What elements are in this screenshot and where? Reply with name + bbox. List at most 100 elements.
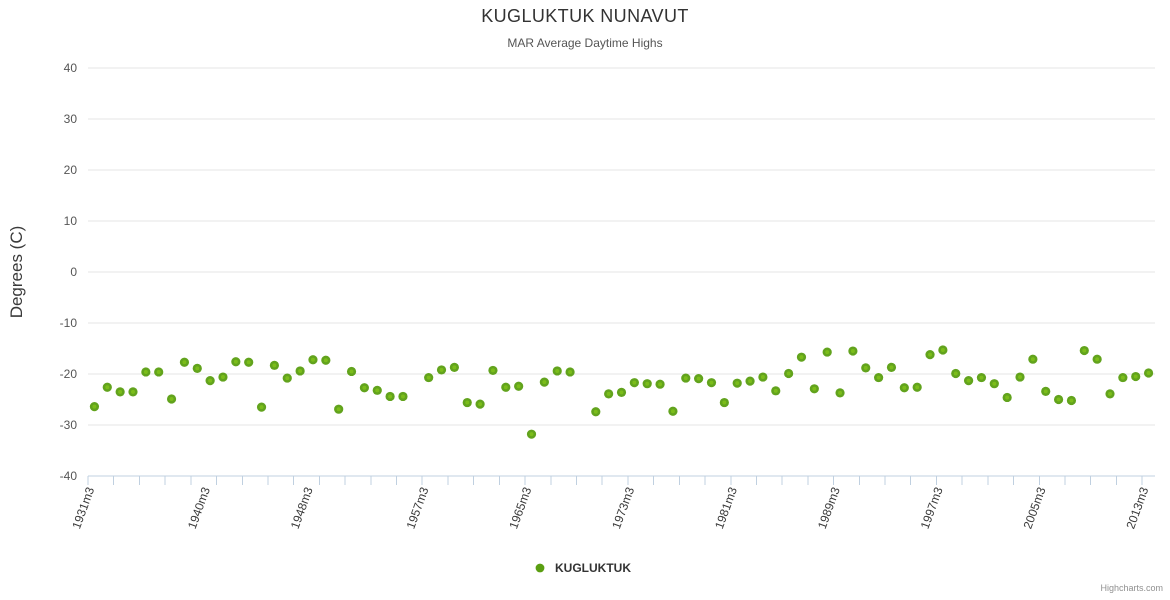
data-point-core bbox=[1043, 389, 1048, 394]
data-point-core bbox=[490, 368, 495, 373]
data-point-core bbox=[1120, 375, 1125, 380]
series-points-group[interactable] bbox=[89, 345, 1154, 439]
data-point-core bbox=[349, 369, 354, 374]
y-axis-tick-label: -20 bbox=[60, 367, 78, 381]
data-point-core bbox=[1005, 395, 1010, 400]
data-point-core bbox=[838, 390, 843, 395]
data-point-core bbox=[336, 407, 341, 412]
data-point-core bbox=[709, 380, 714, 385]
data-point-core bbox=[735, 381, 740, 386]
data-point-core bbox=[362, 385, 367, 390]
data-point-core bbox=[118, 389, 123, 394]
data-point-core bbox=[92, 404, 97, 409]
y-axis-tick-label: 30 bbox=[64, 112, 78, 126]
data-point-core bbox=[825, 350, 830, 355]
data-point-core bbox=[928, 352, 933, 357]
data-point-core bbox=[143, 369, 148, 374]
data-point-core bbox=[799, 355, 804, 360]
data-point-core bbox=[233, 359, 238, 364]
data-point-core bbox=[915, 385, 920, 390]
data-point-core bbox=[169, 396, 174, 401]
data-point-core bbox=[388, 394, 393, 399]
y-axis: 40 30 20 10 0 -10 -20 -30 -40 bbox=[60, 61, 1155, 483]
data-point-core bbox=[529, 432, 534, 437]
data-point-core bbox=[1082, 348, 1087, 353]
data-point-core bbox=[452, 365, 457, 370]
y-axis-tick-label: 10 bbox=[64, 214, 78, 228]
data-point-core bbox=[465, 400, 470, 405]
data-point-core bbox=[156, 369, 161, 374]
chart-subtitle: MAR Average Daytime Highs bbox=[507, 36, 662, 50]
data-point-core bbox=[220, 375, 225, 380]
data-point-core bbox=[400, 394, 405, 399]
data-point-core bbox=[246, 360, 251, 365]
data-point-core bbox=[182, 360, 187, 365]
data-point-core bbox=[285, 376, 290, 381]
data-point-core bbox=[606, 391, 611, 396]
chart-legend[interactable]: KUGLUKTUK bbox=[535, 561, 632, 575]
data-point-core bbox=[272, 363, 277, 368]
data-point-core bbox=[310, 357, 315, 362]
data-point-core bbox=[503, 385, 508, 390]
data-point-core bbox=[1108, 391, 1113, 396]
data-point-core bbox=[555, 368, 560, 373]
data-point-core bbox=[902, 385, 907, 390]
page-title: KUGLUKTUK NUNAVUT bbox=[481, 6, 689, 26]
y-axis-tick-label: 0 bbox=[70, 265, 77, 279]
legend-item-label[interactable]: KUGLUKTUK bbox=[555, 561, 631, 575]
data-point-core bbox=[760, 375, 765, 380]
data-point-core bbox=[632, 380, 637, 385]
data-point-core bbox=[683, 376, 688, 381]
data-point-core bbox=[593, 409, 598, 414]
data-point-core bbox=[863, 365, 868, 370]
data-point-core bbox=[670, 409, 675, 414]
data-point-core bbox=[1069, 398, 1074, 403]
y-axis-tick-label: 20 bbox=[64, 163, 78, 177]
data-point-core bbox=[748, 379, 753, 384]
data-point-core bbox=[208, 378, 213, 383]
data-point-core bbox=[645, 381, 650, 386]
data-point-core bbox=[876, 375, 881, 380]
data-point-core bbox=[323, 358, 328, 363]
y-axis-tick-label: 40 bbox=[64, 61, 78, 75]
data-point-core bbox=[426, 375, 431, 380]
data-point-core bbox=[966, 378, 971, 383]
data-point-core bbox=[130, 389, 135, 394]
data-point-core bbox=[542, 380, 547, 385]
data-point-core bbox=[1095, 357, 1100, 362]
data-point-core bbox=[953, 371, 958, 376]
y-axis-tick-label: -30 bbox=[60, 418, 78, 432]
y-axis-tick-label: -10 bbox=[60, 316, 78, 330]
y-axis-tick-label: -40 bbox=[60, 469, 78, 483]
data-point-core bbox=[1056, 397, 1061, 402]
data-point-core bbox=[568, 369, 573, 374]
data-point-core bbox=[889, 365, 894, 370]
data-point-core bbox=[992, 381, 997, 386]
data-point-core bbox=[850, 349, 855, 354]
highcharts-credit[interactable]: Highcharts.com bbox=[1100, 583, 1163, 593]
data-point-core bbox=[516, 384, 521, 389]
data-point-core bbox=[439, 367, 444, 372]
data-point-core bbox=[940, 348, 945, 353]
data-point-core bbox=[375, 388, 380, 393]
data-point-core bbox=[195, 366, 200, 371]
data-point-core bbox=[105, 385, 110, 390]
data-point-core bbox=[773, 388, 778, 393]
y-axis-title: Degrees (C) bbox=[7, 226, 26, 319]
data-point-core bbox=[812, 386, 817, 391]
data-point-core bbox=[696, 376, 701, 381]
data-point-core bbox=[478, 402, 483, 407]
data-point-core bbox=[298, 368, 303, 373]
data-point-core bbox=[1133, 374, 1138, 379]
data-point-core bbox=[1030, 357, 1035, 362]
data-point-core bbox=[658, 382, 663, 387]
data-point-core bbox=[259, 405, 264, 410]
legend-marker-icon bbox=[535, 563, 545, 573]
data-point-core bbox=[1018, 375, 1023, 380]
data-point-core bbox=[786, 371, 791, 376]
data-point-core bbox=[619, 390, 624, 395]
data-point-core bbox=[979, 375, 984, 380]
